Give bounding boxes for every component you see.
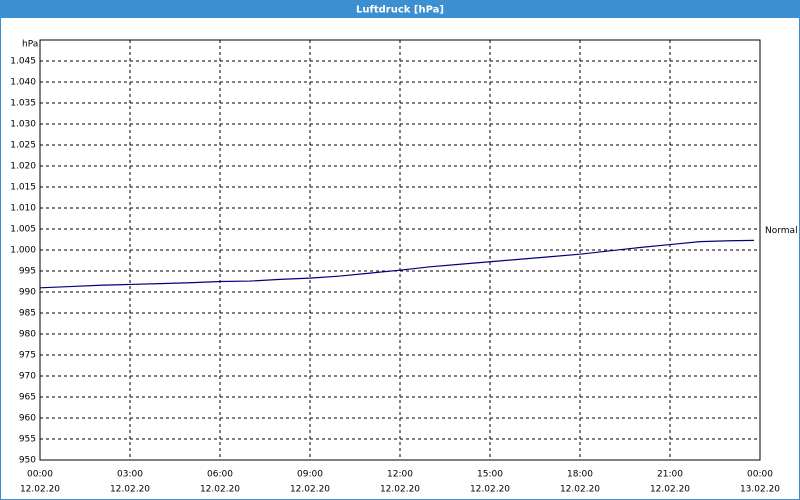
y-tick-label: 970: [19, 372, 36, 382]
y-tick-label: 1.040: [10, 78, 36, 88]
y-tick-label: 1.020: [10, 162, 36, 172]
x-tick-label: 12:00: [387, 470, 413, 480]
y-tick-label: 975: [19, 351, 36, 361]
x-tick-label: 21:00: [657, 470, 683, 480]
y-tick-label: 990: [19, 288, 36, 298]
series-line: [39, 239, 755, 289]
x-tick-label: 06:00: [207, 470, 233, 480]
x-tick-date: 12.02.20: [650, 485, 690, 495]
plot-border: [39, 39, 761, 461]
y-tick-label: 995: [19, 267, 36, 277]
y-unit: hPa: [22, 40, 38, 50]
y-tick-label: 1.015: [10, 183, 36, 193]
x-tick-date: 12.02.20: [290, 485, 330, 495]
x-tick-label: 18:00: [567, 470, 593, 480]
y-tick-label: 955: [19, 435, 36, 445]
y-tick-label: 965: [19, 393, 36, 403]
x-tick-date: 12.02.20: [560, 485, 600, 495]
x-tick-label: 15:00: [477, 470, 503, 480]
y-tick-label: 960: [19, 414, 36, 424]
y-tick-label: 980: [19, 330, 36, 340]
y-tick-label: 1.045: [10, 57, 36, 67]
y-tick-label: 950: [19, 456, 36, 466]
y-tick-label: 1.010: [10, 204, 36, 214]
title-bar: [0, 0, 800, 18]
x-tick-date: 12.02.20: [110, 485, 150, 495]
x-tick-date: 12.02.20: [200, 485, 240, 495]
y-tick-label: 985: [19, 309, 36, 319]
x-tick-label: 09:00: [297, 470, 323, 480]
x-tick-date: 12.02.20: [20, 485, 60, 495]
series-label: Normal: [765, 226, 798, 236]
x-tick-date: 13.02.20: [740, 485, 780, 495]
chart-title: Luftdruck [hPa]: [356, 5, 444, 16]
y-tick-label: 1.005: [10, 225, 36, 235]
y-tick-label: 1.000: [10, 246, 36, 256]
y-tick-label: 1.035: [10, 99, 36, 109]
y-tick-label: 1.025: [10, 141, 36, 151]
x-tick-date: 12.02.20: [470, 485, 510, 495]
x-tick-label: 00:00: [27, 470, 53, 480]
x-tick-label: 03:00: [117, 470, 143, 480]
x-tick-label: 00:00: [747, 470, 773, 480]
x-tick-date: 12.02.20: [380, 485, 420, 495]
y-tick-label: 1.030: [10, 120, 36, 130]
